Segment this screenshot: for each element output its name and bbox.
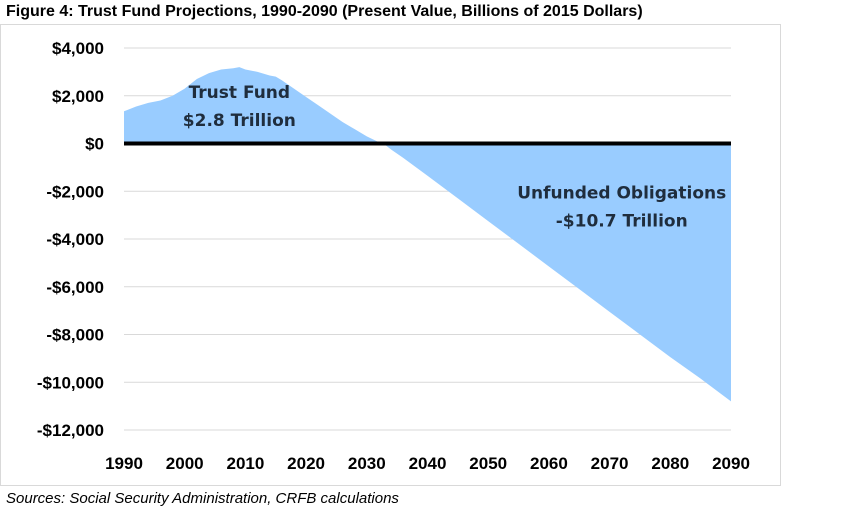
annotation-line: Unfunded Obligations	[517, 183, 726, 203]
x-axis-ticks: 1990 2000 2010 2020 2030 2040 2050 2060 2070 2080…	[105, 454, 750, 473]
y-tick-label: -$10,000	[37, 373, 104, 392]
data-area	[124, 67, 731, 402]
x-tick-label: 2030	[348, 454, 386, 473]
annotation-line: $2.8 Trillion	[183, 111, 296, 131]
series-area	[124, 67, 731, 402]
figure-title: Figure 4: Trust Fund Projections, 1990-2…	[6, 3, 643, 20]
x-tick-label: 1990	[105, 454, 143, 473]
annotation-label: Unfunded Obligations -$10.7 Trillion	[517, 183, 726, 231]
x-tick-label: 2020	[287, 454, 325, 473]
y-tick-label: $2,000	[52, 87, 104, 106]
x-tick-label: 2040	[409, 454, 447, 473]
y-tick-label: -$2,000	[46, 182, 104, 201]
x-tick-label: 2000	[166, 454, 204, 473]
annotation-line: -$10.7 Trillion	[556, 211, 688, 231]
x-tick-label: 2090	[712, 454, 750, 473]
y-tick-label: $4,000	[52, 39, 104, 58]
y-tick-label: -$8,000	[46, 326, 104, 345]
x-tick-label: 2070	[591, 454, 629, 473]
annotation-label: Trust Fund $2.8 Trillion	[183, 83, 296, 131]
annotation-line: Trust Fund	[189, 83, 291, 103]
y-tick-label: -$12,000	[37, 421, 104, 440]
chart-frame	[0, 24, 781, 486]
y-tick-label: $0	[85, 135, 104, 154]
y-tick-label: -$6,000	[46, 278, 104, 297]
x-tick-label: 2080	[651, 454, 689, 473]
y-tick-label: -$4,000	[46, 230, 104, 249]
source-note: Sources: Social Security Administration,…	[6, 490, 399, 507]
x-tick-label: 2010	[226, 454, 264, 473]
annotations: Trust Fund $2.8 Trillion Unfunded Obligati…	[183, 83, 726, 231]
y-axis-ticks: $4,000 $2,000 $0 -$2,000 -$4,000 -$6,000 -$8,0…	[37, 39, 104, 440]
x-tick-label: 2060	[530, 454, 568, 473]
x-tick-label: 2050	[469, 454, 507, 473]
